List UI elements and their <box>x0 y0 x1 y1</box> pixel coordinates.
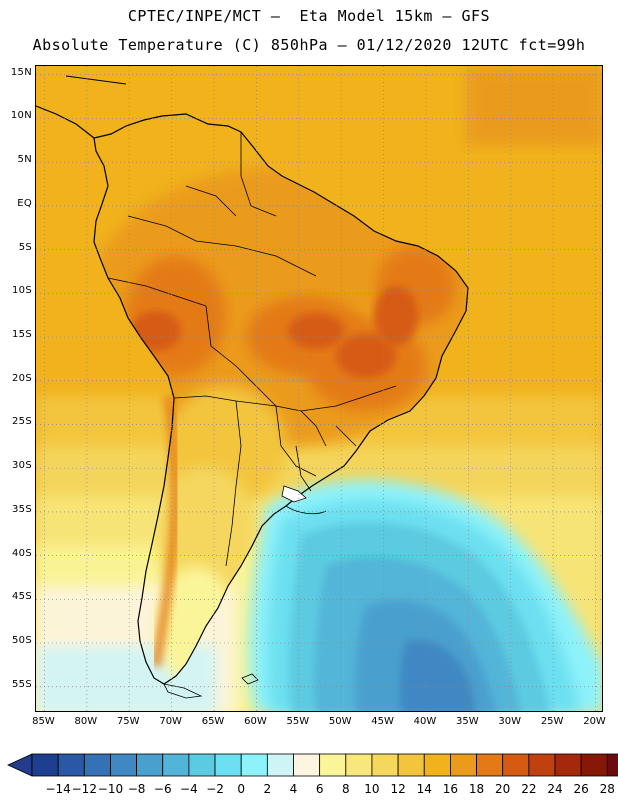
colorbar-cell <box>214 753 242 777</box>
colorbar-label: 20 <box>495 782 511 796</box>
colorbar-label: 18 <box>468 782 485 796</box>
colorbar-cell <box>371 753 399 777</box>
title-line-2: Absolute Temperature (C) 850hPa – 01/12/… <box>32 36 586 54</box>
colorbar-cell <box>580 753 608 777</box>
south-america-coastline <box>93 113 469 685</box>
lat-label: 5S <box>18 241 32 253</box>
colorbar-cell <box>188 753 216 777</box>
colorbar-label: −12 <box>71 782 97 796</box>
lat-label: 25S <box>12 416 32 428</box>
colorbar-label: 2 <box>263 782 272 796</box>
colorbar-label: 28 <box>599 782 615 796</box>
lat-label: 35S <box>12 503 32 515</box>
map-panel <box>35 65 603 712</box>
colorbar-label: −14 <box>45 782 71 796</box>
colorbar-label: 10 <box>364 782 380 796</box>
colorbar-cell <box>110 753 137 777</box>
colorbar-cell <box>476 753 504 777</box>
lat-label: 30S <box>12 460 32 472</box>
lon-label: 50W <box>328 716 352 727</box>
lat-label: 50S <box>12 635 32 647</box>
lon-label: 25W <box>540 716 564 727</box>
colorbar-cell <box>319 753 347 777</box>
title-line-1: CPTEC/INPE/MCT – Eta Model 15km – GFS <box>127 7 491 25</box>
temperature-map <box>36 66 602 711</box>
lon-label: 35W <box>456 716 479 727</box>
lon-label: 40W <box>413 716 437 727</box>
colorbar-label: 16 <box>442 782 459 796</box>
colorbar-label: −6 <box>153 782 172 796</box>
lat-label: 45S <box>12 591 32 603</box>
colorbar-label: 24 <box>547 782 563 796</box>
colorbar-cell <box>606 753 618 777</box>
colorbar-label: −4 <box>180 782 198 796</box>
colorbar-label: 8 <box>341 782 350 796</box>
colorbar-label: −2 <box>206 782 224 796</box>
lon-label: 70W <box>159 716 182 727</box>
colorbar-cell <box>240 753 268 777</box>
colorbar-cell <box>266 753 294 777</box>
colorbar-label: −10 <box>97 782 124 796</box>
lat-label: 10N <box>10 110 32 122</box>
colorbar-label: 6 <box>315 782 324 796</box>
colorbar-cell <box>528 753 556 777</box>
country-borders <box>107 132 397 567</box>
lat-label: 15N <box>10 66 32 78</box>
colorbar-cell <box>162 753 190 777</box>
lat-label: 5N <box>17 154 32 166</box>
colorbar-cell <box>293 753 321 777</box>
colorbar-label: 22 <box>521 782 537 796</box>
lon-label: 20W <box>583 716 606 727</box>
lat-label: 20S <box>12 372 32 384</box>
colorbar-cell <box>554 753 582 777</box>
lat-label: 15S <box>12 329 32 341</box>
lat-label: 55S <box>12 678 32 690</box>
colorbar-cell <box>31 753 59 777</box>
colorbar-cell <box>397 753 425 777</box>
colorbar-label: 4 <box>289 782 298 796</box>
colorbar-cell <box>136 753 164 777</box>
colorbar-label: −8 <box>127 782 146 796</box>
lon-label: 75W <box>116 716 140 727</box>
colorbar-label: 0 <box>237 782 245 796</box>
graticule <box>36 66 602 711</box>
colorbar-label: 12 <box>390 782 406 796</box>
colorbar-cell <box>423 753 451 777</box>
colorbar-cell <box>449 753 477 777</box>
colorbar-low-arrow <box>7 753 33 777</box>
colorbar-cell <box>502 753 530 777</box>
lon-label: 60W <box>244 716 267 727</box>
colorbar <box>7 753 618 777</box>
lon-label: 85W <box>32 716 55 727</box>
lon-label: 45W <box>371 716 394 727</box>
lon-label: 65W <box>201 716 225 727</box>
lat-label: 40S <box>12 547 32 559</box>
lat-label: 10S <box>12 285 32 297</box>
lat-label: EQ <box>17 197 32 209</box>
colorbar-cell <box>57 753 85 777</box>
colorbar-label: 26 <box>573 782 589 796</box>
colorbar-cell <box>83 753 111 777</box>
lon-label: 55W <box>286 716 310 727</box>
lon-label: 30W <box>498 716 522 727</box>
lon-label: 80W <box>74 716 98 727</box>
colorbar-label: 14 <box>416 782 432 796</box>
colorbar-cell <box>345 753 373 777</box>
